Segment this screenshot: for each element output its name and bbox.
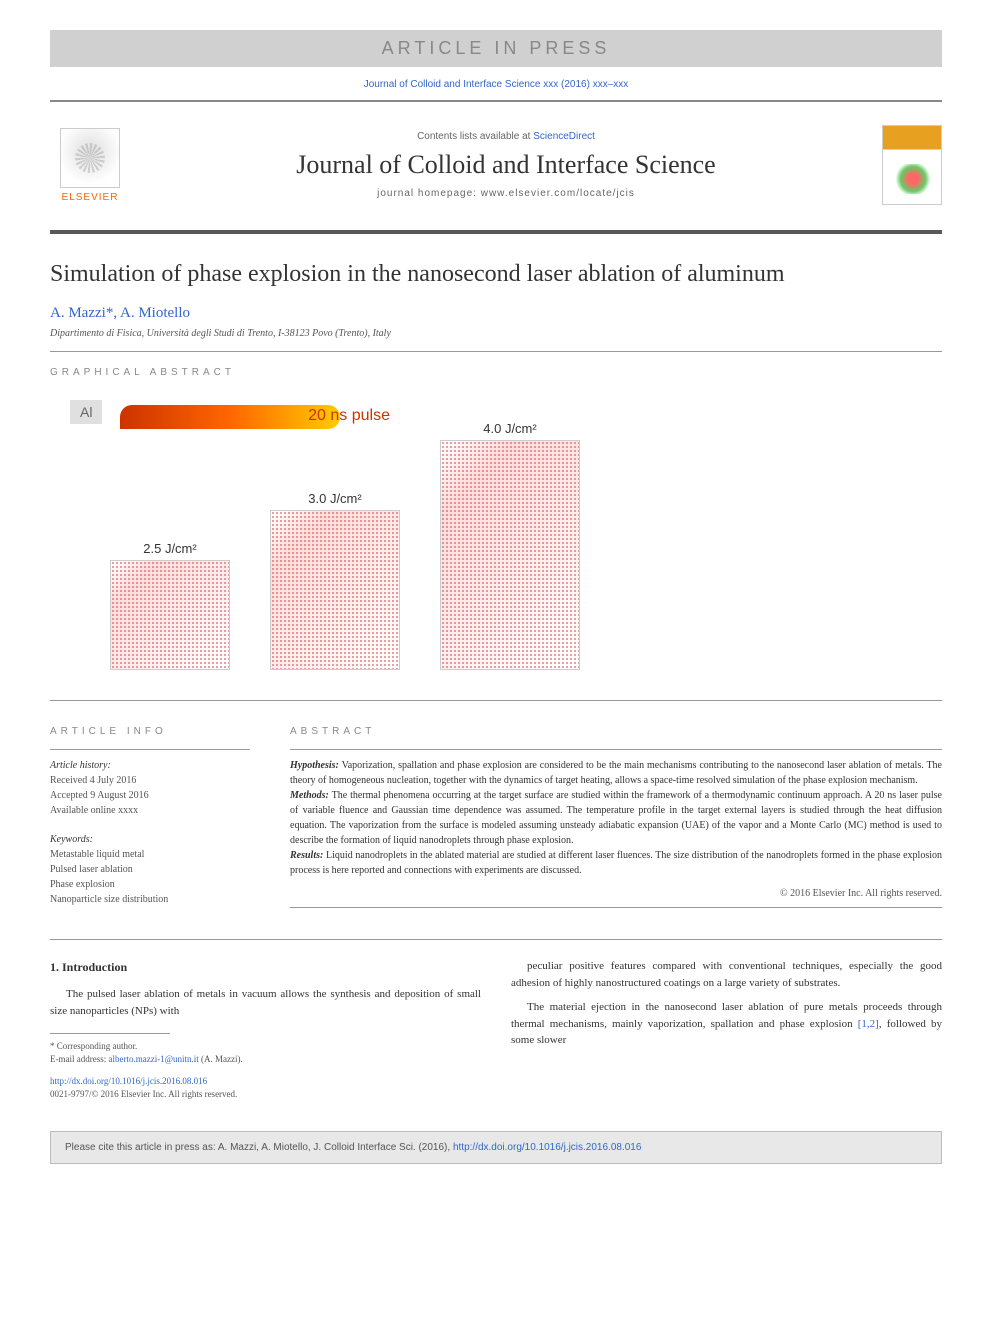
- corresponding-author: * Corresponding author.: [50, 1040, 481, 1053]
- email-link[interactable]: alberto.mazzi-1@unitn.it: [108, 1054, 198, 1064]
- rule-2: [50, 700, 942, 701]
- homepage-url: www.elsevier.com/locate/jcis: [481, 188, 635, 199]
- thick-rule: [50, 230, 942, 234]
- keywords-hdr: Keywords:: [50, 832, 250, 847]
- keyword: Phase explosion: [50, 877, 250, 892]
- graphical-abstract: Al 20 ns pulse 2.5 J/cm²0204060803.0 J/c…: [50, 390, 942, 680]
- abstract-text: Hypothesis: Vaporization, spallation and…: [290, 758, 942, 878]
- body-col-right: peculiar positive features compared with…: [511, 958, 942, 1100]
- keyword: Pulsed laser ablation: [50, 862, 250, 877]
- ga-cubes-row: 2.5 J/cm² 020406080 3.0 J/cm² 0204060801001…: [110, 421, 580, 670]
- hypothesis-body: Vaporization, spallation and phase explo…: [290, 760, 942, 786]
- elsevier-logo: ELSEVIER: [50, 120, 130, 210]
- ga-cube-fluence-label: 3.0 J/cm²: [270, 491, 400, 506]
- doi-link[interactable]: http://dx.doi.org/10.1016/j.jcis.2016.08…: [50, 1076, 207, 1086]
- contents-line: Contents lists available at ScienceDirec…: [150, 131, 862, 142]
- article-info-heading: ARTICLE INFO: [50, 726, 250, 737]
- abstract-methods: Methods: The thermal phenomena occurring…: [290, 788, 942, 848]
- rule-3: [50, 939, 942, 940]
- top-citation: Journal of Colloid and Interface Science…: [50, 79, 942, 90]
- intro-p1: The pulsed laser ablation of metals in v…: [50, 986, 481, 1019]
- ga-cube: 2.5 J/cm² 020406080: [110, 541, 230, 670]
- ga-cube-box-icon: 020406080100120140: [270, 510, 400, 670]
- history-hdr: Article history:: [50, 758, 250, 773]
- rule-abs-2: [290, 907, 942, 908]
- ga-cube-fluence-label: 2.5 J/cm²: [110, 541, 230, 556]
- methods-body: The thermal phenomena occurring at the t…: [290, 790, 942, 846]
- abstract-heading: ABSTRACT: [290, 726, 942, 737]
- ga-cube: 4.0 J/cm² 020406080100120140160180200220: [440, 421, 580, 670]
- accepted: Accepted 9 August 2016: [50, 788, 250, 803]
- cite-doi-link[interactable]: http://dx.doi.org/10.1016/j.jcis.2016.08…: [453, 1142, 641, 1153]
- journal-name: Journal of Colloid and Interface Science: [150, 150, 862, 180]
- history-block: Article history: Received 4 July 2016 Ac…: [50, 758, 250, 818]
- rule-abs-1: [290, 749, 942, 750]
- cite-prefix: Please cite this article in press as: A.…: [65, 1142, 453, 1153]
- abstract-col: ABSTRACT Hypothesis: Vaporization, spall…: [290, 711, 942, 921]
- abstract-hypothesis: Hypothesis: Vaporization, spallation and…: [290, 758, 942, 788]
- intro-heading: 1. Introduction: [50, 958, 481, 976]
- email-suffix: (A. Mazzi).: [199, 1054, 243, 1064]
- methods-lead: Methods:: [290, 790, 329, 801]
- author-2: A. Miotello: [120, 305, 190, 321]
- graphical-abstract-heading: GRAPHICAL ABSTRACT: [50, 367, 942, 378]
- homepage-label: journal homepage:: [377, 188, 481, 199]
- ga-cube-box-icon: 020406080100120140160180200220: [440, 440, 580, 670]
- abstract-results: Results: Liquid nanodroplets in the abla…: [290, 848, 942, 878]
- keywords-block: Keywords: Metastable liquid metal Pulsed…: [50, 832, 250, 907]
- ga-cube-box-icon: 020406080: [110, 560, 230, 670]
- hypothesis-lead: Hypothesis:: [290, 760, 339, 771]
- ref-1-2[interactable]: [1,2]: [858, 1018, 879, 1030]
- results-lead: Results:: [290, 850, 323, 861]
- banner-text: ARTICLE IN PRESS: [382, 38, 611, 58]
- received: Received 4 July 2016: [50, 773, 250, 788]
- header-center: Contents lists available at ScienceDirec…: [150, 131, 862, 199]
- journal-header: ELSEVIER Contents lists available at Sci…: [50, 110, 942, 220]
- email-label: E-mail address:: [50, 1054, 108, 1064]
- footnote-rule: [50, 1033, 170, 1034]
- doi-block: http://dx.doi.org/10.1016/j.jcis.2016.08…: [50, 1075, 481, 1100]
- footnote-block: * Corresponding author. E-mail address: …: [50, 1040, 481, 1065]
- ga-cube: 3.0 J/cm² 020406080100120140: [270, 491, 400, 670]
- available: Available online xxxx: [50, 803, 250, 818]
- elsevier-tree-icon: [60, 128, 120, 188]
- author-1: A. Mazzi: [50, 305, 106, 321]
- authors: A. Mazzi*, A. Miotello: [50, 305, 942, 322]
- elsevier-label: ELSEVIER: [62, 192, 119, 203]
- page: ARTICLE IN PRESS Journal of Colloid and …: [0, 0, 992, 1323]
- article-in-press-banner: ARTICLE IN PRESS: [50, 30, 942, 67]
- results-body: Liquid nanodroplets in the ablated mater…: [290, 850, 942, 876]
- top-rule: [50, 100, 942, 102]
- cite-footer: Please cite this article in press as: A.…: [50, 1131, 942, 1164]
- email-line: E-mail address: alberto.mazzi-1@unitn.it…: [50, 1053, 481, 1066]
- homepage-line: journal homepage: www.elsevier.com/locat…: [150, 188, 862, 199]
- author-sep: ,: [113, 305, 120, 321]
- affiliation: Dipartimento di Fisica, Università degli…: [50, 328, 942, 339]
- article-title: Simulation of phase explosion in the nan…: [50, 259, 942, 290]
- col2-p1: peculiar positive features compared with…: [511, 958, 942, 991]
- journal-cover-icon: [882, 125, 942, 205]
- rule-1: [50, 351, 942, 352]
- abstract-copyright: © 2016 Elsevier Inc. All rights reserved…: [290, 888, 942, 899]
- body-col-left: 1. Introduction The pulsed laser ablatio…: [50, 958, 481, 1100]
- keyword: Metastable liquid metal: [50, 847, 250, 862]
- info-abstract-row: ARTICLE INFO Article history: Received 4…: [50, 711, 942, 921]
- rule-info-1: [50, 749, 250, 750]
- ga-cube-fluence-label: 4.0 J/cm²: [440, 421, 580, 436]
- article-info-col: ARTICLE INFO Article history: Received 4…: [50, 711, 250, 921]
- issn-line: 0021-9797/© 2016 Elsevier Inc. All right…: [50, 1088, 481, 1101]
- contents-prefix: Contents lists available at: [417, 131, 533, 142]
- ga-material-label: Al: [70, 400, 102, 424]
- body-columns: 1. Introduction The pulsed laser ablatio…: [50, 958, 942, 1100]
- col2-p2: The material ejection in the nanosecond …: [511, 999, 942, 1049]
- keyword: Nanoparticle size distribution: [50, 892, 250, 907]
- sciencedirect-link[interactable]: ScienceDirect: [533, 131, 595, 142]
